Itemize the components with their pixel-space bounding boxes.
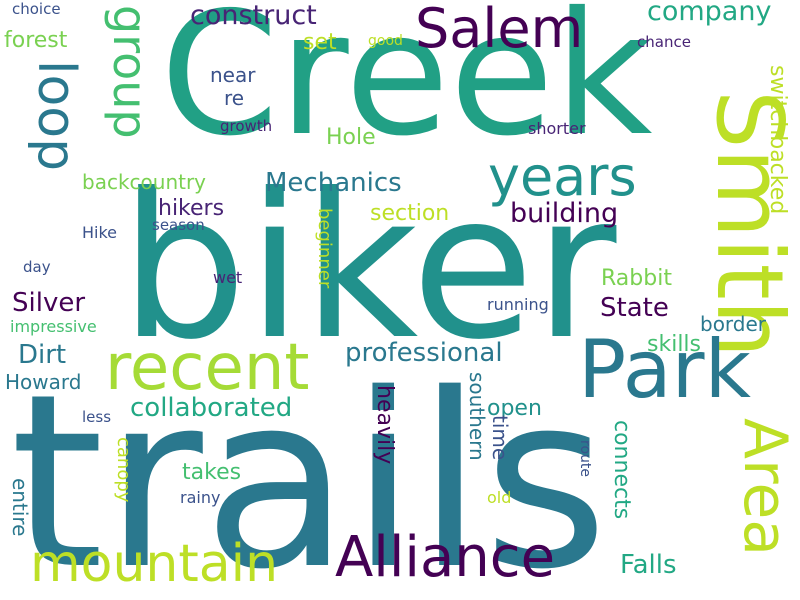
word-entire: entire (8, 478, 32, 537)
word-park: Park (578, 323, 751, 416)
word-season: season (152, 216, 205, 234)
word-choice: choice (12, 0, 61, 18)
word-chance: chance (637, 33, 691, 51)
word-salem: Salem (415, 0, 584, 60)
word-beginner: beginner (314, 208, 335, 289)
word-old: old (487, 488, 512, 507)
word-heavily: heavily (372, 385, 397, 465)
word-mechanics: Mechanics (265, 168, 402, 198)
word-day: day (23, 258, 51, 276)
word-open: open (487, 396, 542, 421)
word-loop: loop (26, 60, 86, 172)
word-hole: Hole (326, 125, 376, 150)
word-collaborated: collaborated (130, 393, 293, 423)
word-wet: wet (213, 268, 243, 287)
word-alliance: Alliance (335, 525, 556, 590)
word-hikers: hikers (158, 196, 225, 221)
word-years: years (488, 145, 637, 208)
word-impressive: impressive (10, 317, 97, 336)
word-switchbacked: switchbacked (765, 65, 790, 215)
word-recent: recent (105, 331, 310, 405)
word-canopy: canopy (113, 437, 134, 503)
word-time: time (488, 415, 512, 461)
word-route: route (577, 440, 593, 477)
word-group: group (103, 5, 157, 139)
word-less: less (82, 408, 112, 426)
word-skills: skills (647, 332, 702, 357)
word-backcountry: backcountry (82, 170, 207, 194)
word-growth: growth (220, 117, 273, 135)
word-section: section (370, 201, 450, 226)
word-area: Area (730, 418, 800, 557)
word-silver: Silver (12, 288, 86, 318)
word-good: good (368, 33, 403, 49)
word-re: re (224, 86, 245, 110)
word-company: company (647, 0, 772, 27)
word-biker: biker (120, 151, 617, 384)
word-set: set (303, 30, 337, 55)
word-rabbit: Rabbit (601, 266, 672, 291)
word-border: border (700, 312, 767, 336)
word-running: running (487, 295, 549, 314)
word-trails: trails (10, 342, 609, 600)
word-mountain: mountain (30, 534, 279, 594)
word-near: near (210, 63, 256, 87)
word-connects: connects (609, 420, 634, 520)
word-shorter: shorter (528, 119, 586, 138)
word-professional: professional (345, 338, 503, 368)
word-rainy: rainy (180, 488, 221, 507)
word-howard: Howard (5, 370, 82, 394)
word-dirt: Dirt (18, 340, 67, 370)
word-forest: forest (4, 28, 68, 53)
word-creek: Creek (160, 0, 653, 174)
word-takes: takes (182, 460, 242, 485)
word-building: building (510, 198, 619, 229)
word-construct: construct (190, 0, 317, 31)
word-southern: southern (465, 372, 489, 461)
word-falls: Falls (620, 550, 677, 580)
word-hike: Hike (82, 223, 118, 242)
word-state: State (600, 293, 669, 323)
